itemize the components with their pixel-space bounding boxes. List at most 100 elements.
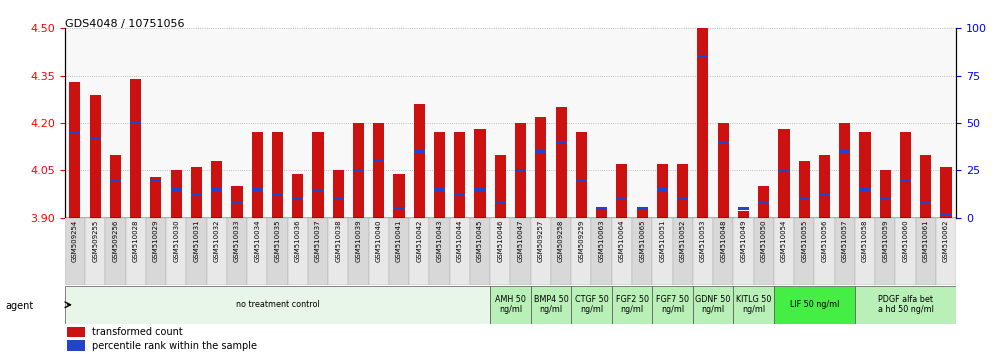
Text: BMP4 50
ng/ml: BMP4 50 ng/ml bbox=[534, 295, 569, 314]
Bar bbox=[895, 218, 915, 285]
Bar bbox=[612, 286, 652, 324]
Text: GSM510037: GSM510037 bbox=[315, 220, 321, 262]
Bar bbox=[65, 218, 85, 285]
Bar bbox=[393, 207, 404, 210]
Bar bbox=[490, 286, 531, 324]
Text: GSM510048: GSM510048 bbox=[720, 220, 726, 262]
Text: agent: agent bbox=[5, 301, 33, 311]
Bar bbox=[65, 286, 490, 324]
Bar bbox=[875, 218, 895, 285]
Bar bbox=[900, 178, 911, 181]
Bar bbox=[531, 218, 551, 285]
Bar bbox=[617, 164, 627, 218]
Text: GSM510065: GSM510065 bbox=[639, 220, 645, 262]
Text: GSM510031: GSM510031 bbox=[193, 220, 199, 262]
Bar bbox=[672, 218, 693, 285]
Bar bbox=[531, 286, 572, 324]
Bar bbox=[272, 132, 283, 218]
Bar bbox=[754, 218, 774, 285]
Bar bbox=[774, 218, 794, 285]
Bar bbox=[474, 188, 486, 190]
Bar bbox=[388, 218, 409, 285]
Bar bbox=[677, 198, 688, 200]
Bar bbox=[515, 169, 526, 172]
Bar bbox=[150, 177, 161, 218]
Text: GSM510064: GSM510064 bbox=[619, 220, 624, 262]
Bar bbox=[252, 188, 263, 190]
Bar bbox=[313, 132, 324, 218]
Bar bbox=[413, 104, 425, 218]
Bar bbox=[840, 123, 851, 218]
Text: transformed count: transformed count bbox=[92, 327, 183, 337]
Bar bbox=[288, 218, 308, 285]
Bar bbox=[495, 201, 506, 204]
Bar bbox=[409, 218, 429, 285]
Bar bbox=[145, 218, 166, 285]
Bar bbox=[434, 132, 445, 218]
Bar bbox=[860, 188, 871, 190]
Bar bbox=[693, 286, 733, 324]
Text: GSM510030: GSM510030 bbox=[173, 220, 179, 262]
Bar bbox=[90, 95, 101, 218]
Bar bbox=[636, 208, 647, 218]
Text: FGF7 50
ng/ml: FGF7 50 ng/ml bbox=[656, 295, 689, 314]
Bar bbox=[556, 107, 567, 218]
Text: GSM510042: GSM510042 bbox=[416, 220, 422, 262]
Bar bbox=[738, 207, 749, 210]
Bar bbox=[227, 218, 247, 285]
Text: GSM510034: GSM510034 bbox=[254, 220, 260, 262]
Text: GSM510043: GSM510043 bbox=[436, 220, 442, 262]
Bar bbox=[758, 201, 769, 204]
Bar bbox=[794, 218, 815, 285]
Bar bbox=[656, 188, 668, 190]
Bar bbox=[429, 218, 449, 285]
Bar bbox=[333, 198, 344, 200]
Bar bbox=[920, 201, 931, 204]
Bar bbox=[900, 132, 911, 218]
Bar bbox=[717, 141, 729, 143]
Text: GSM510028: GSM510028 bbox=[132, 220, 138, 262]
Bar bbox=[556, 141, 567, 143]
Text: GSM510063: GSM510063 bbox=[599, 220, 605, 262]
Text: GSM510052: GSM510052 bbox=[679, 220, 685, 262]
Bar bbox=[474, 129, 486, 218]
Bar bbox=[369, 218, 388, 285]
Bar bbox=[292, 198, 304, 200]
Text: GSM510058: GSM510058 bbox=[862, 220, 868, 262]
Bar bbox=[860, 132, 871, 218]
Text: GSM510053: GSM510053 bbox=[700, 220, 706, 262]
Bar bbox=[413, 150, 425, 153]
Text: GSM510029: GSM510029 bbox=[153, 220, 159, 262]
Text: GSM510035: GSM510035 bbox=[275, 220, 281, 262]
Text: GSM509256: GSM509256 bbox=[113, 220, 119, 262]
Bar bbox=[510, 218, 531, 285]
Bar bbox=[292, 173, 304, 218]
Bar bbox=[272, 194, 283, 196]
Bar bbox=[125, 218, 145, 285]
Text: GSM510057: GSM510057 bbox=[842, 220, 848, 262]
Text: GSM510032: GSM510032 bbox=[214, 220, 220, 262]
Bar bbox=[206, 218, 227, 285]
Bar bbox=[551, 218, 572, 285]
Bar bbox=[940, 213, 951, 215]
Bar bbox=[186, 218, 206, 285]
Bar bbox=[130, 79, 141, 218]
Text: GDNF 50
ng/ml: GDNF 50 ng/ml bbox=[695, 295, 731, 314]
Text: LIF 50 ng/ml: LIF 50 ng/ml bbox=[790, 300, 839, 309]
Text: GSM510047: GSM510047 bbox=[518, 220, 524, 262]
Bar bbox=[936, 218, 956, 285]
Bar bbox=[576, 178, 587, 181]
Bar bbox=[632, 218, 652, 285]
Bar bbox=[596, 208, 608, 218]
Text: KITLG 50
ng/ml: KITLG 50 ng/ml bbox=[736, 295, 771, 314]
Text: GSM510040: GSM510040 bbox=[375, 220, 381, 262]
Bar bbox=[774, 286, 855, 324]
Text: GSM510059: GSM510059 bbox=[882, 220, 888, 262]
Bar bbox=[434, 188, 445, 190]
Bar bbox=[779, 129, 790, 218]
Bar bbox=[211, 161, 222, 218]
Text: GSM510051: GSM510051 bbox=[659, 220, 665, 262]
Text: GSM509254: GSM509254 bbox=[72, 220, 78, 262]
Text: GSM510056: GSM510056 bbox=[822, 220, 828, 262]
Bar bbox=[328, 218, 349, 285]
